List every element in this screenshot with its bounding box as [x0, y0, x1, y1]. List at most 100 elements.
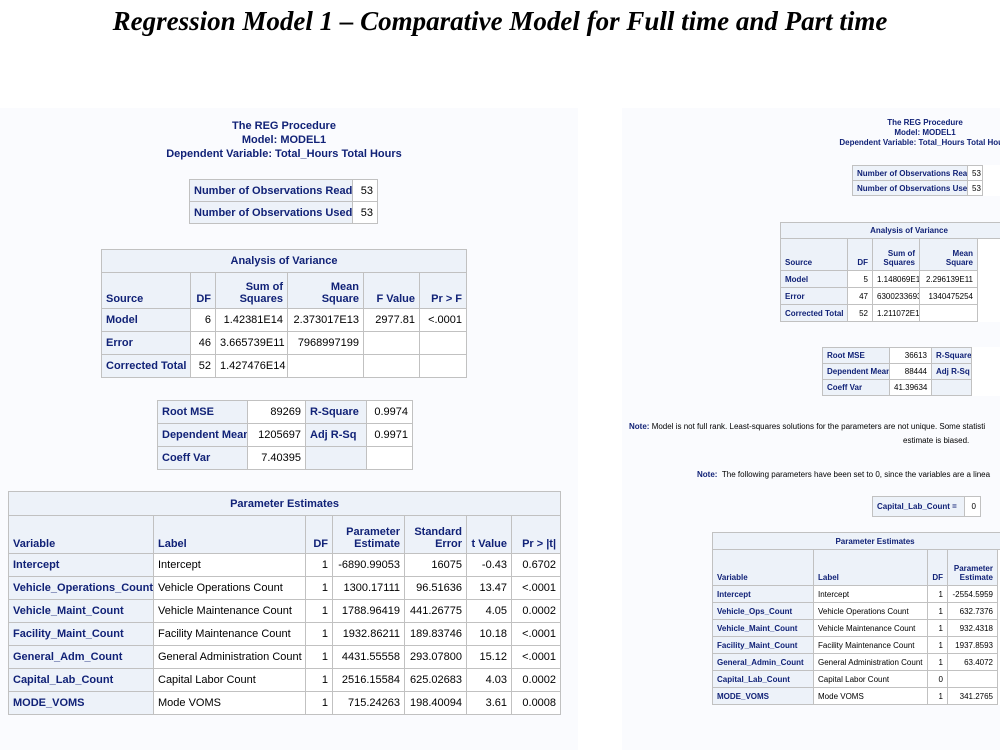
- cell: 0.0008: [510, 691, 562, 715]
- cell: 0.0002: [510, 599, 562, 623]
- column-header: Source: [780, 238, 848, 271]
- cell: Mode VOMS: [813, 687, 928, 705]
- cell: Vehicle Maintenance Count: [813, 619, 928, 637]
- row-header: R-Square: [931, 347, 972, 364]
- data-row: Vehicle_Maint_Count Vehicle Maintenance C…: [8, 599, 562, 623]
- data-row: General_Adm_Count General Administration …: [8, 645, 562, 669]
- data-row: Dependent Mean 1205697 Adj R-Sq 0.9971: [157, 423, 413, 447]
- data-row: Number of Observations Used 53: [189, 201, 378, 224]
- row-header: Root MSE: [822, 347, 890, 364]
- cell: 3.665739E11: [215, 331, 288, 355]
- column-header: Label: [813, 549, 928, 586]
- row-header: Corrected Total: [101, 354, 191, 378]
- row-header: Coeff Var: [157, 446, 248, 470]
- cell: 1932.86211: [332, 622, 405, 646]
- row-header: Facility_Maint_Count: [712, 636, 814, 654]
- cell: 1937.8593: [947, 636, 998, 654]
- cell: 1: [305, 622, 333, 646]
- cell: 1340475254: [919, 287, 978, 305]
- row-header: Number of Observations Read: [189, 179, 353, 202]
- data-row: Vehicle_Operations_Count Vehicle Operatio…: [8, 576, 562, 600]
- title-row: Analysis of Variance: [100, 249, 468, 273]
- data-row: General_Admin_Count General Administratio…: [712, 653, 1000, 671]
- column-header: DF: [305, 515, 333, 554]
- column-header: Variable: [712, 549, 814, 586]
- cell: 89269: [247, 400, 306, 424]
- cell: 1: [927, 585, 948, 603]
- cell: Vehicle Maintenance Count: [153, 599, 306, 623]
- cell: <.0001: [510, 622, 562, 646]
- note-text: The following parameters have been set t…: [721, 470, 991, 479]
- cell: 63.4072: [947, 653, 998, 671]
- column-header: F Value: [363, 272, 420, 309]
- row-header: Model: [780, 270, 848, 288]
- cell: 341.2765: [947, 687, 998, 705]
- header-line: The REG Procedure: [232, 120, 336, 132]
- cell: 1.211072E12: [872, 304, 920, 322]
- cell: <.0001: [418, 308, 468, 332]
- cell: 1.427476E14: [215, 354, 288, 378]
- cell: 63002336932: [872, 287, 920, 305]
- row-header: Model: [101, 308, 191, 332]
- cell: 2516.15584: [332, 668, 405, 692]
- column-header: Pr > F: [418, 272, 468, 309]
- cell: 0: [927, 670, 948, 688]
- page-title: Regression Model 1 – Comparative Model f…: [112, 6, 888, 36]
- column-header: Mean Square: [919, 238, 978, 271]
- cell: 4431.55558: [332, 645, 405, 669]
- fit-table: Root MSE 89269 R-Square 0.9974 Dependent Mea…: [157, 400, 413, 470]
- column-header: DF: [190, 272, 216, 309]
- row-header: Error: [101, 331, 191, 355]
- row-header: Error: [780, 287, 848, 305]
- params-table: Parameter Estimates Variable Label DF Parame…: [711, 532, 1000, 705]
- data-row: Number of Observations Read 53: [189, 179, 378, 202]
- table-title: Parameter Estimates: [711, 532, 1000, 550]
- data-row: Error 46 3.665739E11 7968997199: [101, 331, 468, 355]
- cell: 1.42381E14: [215, 308, 288, 332]
- title-row: Parameter Estimates: [7, 491, 562, 516]
- cell: 1: [927, 687, 948, 705]
- data-row: Dependent Mean 88444 Adj R-Sq: [822, 363, 1000, 380]
- cell: [287, 354, 364, 378]
- data-row: Number of Observations Read 53: [852, 165, 1000, 181]
- column-header: DF: [847, 238, 873, 271]
- cell: 36613: [889, 347, 932, 364]
- cell: 7968997199: [287, 331, 364, 355]
- row-header: Root MSE: [157, 400, 248, 424]
- row-header: Intercept: [8, 553, 154, 577]
- cell: 52: [190, 354, 216, 378]
- cell: 1: [927, 619, 948, 637]
- row-header: Dependent Mean: [157, 423, 248, 447]
- row-header: [305, 446, 367, 470]
- data-row: MODE_VOMS Mode VOMS 1 341.2765: [712, 687, 1000, 705]
- obs-table: Number of Observations Read 53 Number of O…: [852, 165, 1000, 196]
- cell: 53: [967, 165, 983, 181]
- cell: 6: [190, 308, 216, 332]
- cell: 0.9974: [366, 400, 413, 424]
- cell: <.0001: [510, 645, 562, 669]
- data-row: Capital_Lab_Count Capital Labor Count 1 251…: [8, 668, 562, 692]
- data-row: Coeff Var 41.39634: [822, 379, 1000, 396]
- cell: 1: [927, 602, 948, 620]
- cell: Capital Labor Count: [153, 668, 306, 692]
- cell: 41.39634: [889, 379, 932, 396]
- cell: [919, 304, 978, 322]
- cell: 2.296139E11: [919, 270, 978, 288]
- cell: 1: [305, 668, 333, 692]
- cell: 1: [305, 553, 333, 577]
- cell: 4.03: [466, 668, 512, 692]
- note: Note: Model is not full rank. Least-squa…: [629, 422, 985, 431]
- data-row: Root MSE 36613 R-Square: [822, 347, 1000, 364]
- data-row: Model 6 1.42381E14 2.373017E13 2977.81 <.0001: [101, 308, 468, 332]
- cell: 5: [847, 270, 873, 288]
- row-header: Number of Observations Used: [189, 201, 353, 224]
- cell: [366, 446, 413, 470]
- header-line: Dependent Variable: Total_Hours Total Ho…: [166, 148, 402, 160]
- row-header: Adj R-Sq: [931, 363, 972, 380]
- cell: [418, 354, 468, 378]
- cell: Intercept: [153, 553, 306, 577]
- row-header: Vehicle_Operations_Count: [8, 576, 154, 600]
- row-header: MODE_VOMS: [8, 691, 154, 715]
- data-row: Capital_Lab_Count Capital Labor Count 0: [712, 670, 1000, 688]
